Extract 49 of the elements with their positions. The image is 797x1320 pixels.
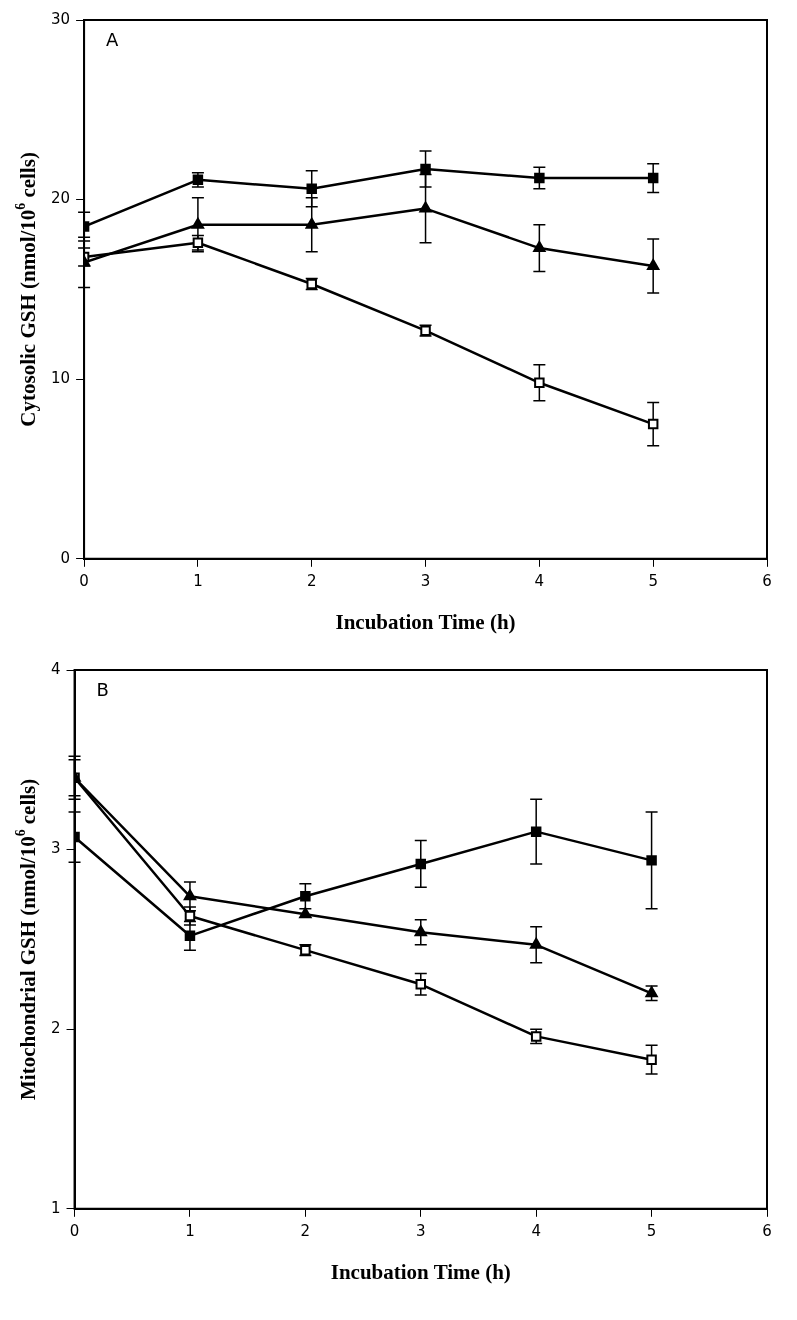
- y-tick-label: 20: [50, 189, 71, 208]
- y-tick-label: 30: [50, 9, 71, 28]
- point: [305, 217, 318, 229]
- point: [415, 979, 427, 990]
- point: [647, 418, 659, 430]
- point: [533, 241, 546, 253]
- y-tick-label: 3: [51, 839, 61, 858]
- point: [183, 889, 197, 901]
- y-tick-label: 1: [51, 1198, 61, 1217]
- x-tick-label: 2: [306, 571, 317, 590]
- y-tick-label: 0: [60, 548, 71, 567]
- point: [529, 937, 543, 949]
- point: [415, 858, 427, 870]
- x-tick-label: 4: [534, 571, 545, 590]
- point: [645, 986, 658, 998]
- y-axis-title: Mitochondrial GSH (nmol/106 cells): [13, 778, 41, 1101]
- point: [191, 217, 205, 229]
- x-tick-label: 0: [79, 571, 89, 590]
- x-tick-label: 3: [420, 571, 431, 590]
- x-tick-label: 5: [646, 1221, 657, 1240]
- x-tick-label: 4: [531, 1221, 541, 1240]
- x-axis-title: Incubation Time (h): [335, 609, 516, 634]
- point: [646, 1054, 657, 1065]
- point: [299, 907, 312, 919]
- x-tick-label: 1: [185, 1221, 195, 1240]
- point: [534, 172, 545, 184]
- annotation: A: [106, 28, 120, 50]
- x-tick-label: 6: [762, 571, 772, 590]
- x-tick-label: 3: [416, 1221, 426, 1240]
- y-tick-label: 4: [51, 659, 61, 678]
- point: [646, 855, 657, 866]
- annotation: B: [96, 678, 109, 700]
- point: [530, 826, 542, 837]
- point: [184, 930, 196, 942]
- y-axis-title: Cytosolic GSH (nmol/106 cells): [13, 152, 41, 427]
- x-axis-title: Incubation Time (h): [330, 1259, 511, 1284]
- x-tick-label: 5: [648, 571, 658, 590]
- point: [306, 183, 317, 195]
- point: [300, 891, 311, 902]
- y-tick-label: 10: [50, 369, 71, 388]
- point: [420, 163, 431, 175]
- x-tick-label: 6: [762, 1221, 772, 1240]
- x-tick-label: 2: [300, 1221, 311, 1240]
- point: [414, 925, 427, 937]
- point: [419, 201, 432, 213]
- point: [647, 172, 659, 184]
- y-tick-label: 2: [51, 1019, 61, 1038]
- x-tick-label: 1: [193, 571, 203, 590]
- point: [646, 259, 660, 271]
